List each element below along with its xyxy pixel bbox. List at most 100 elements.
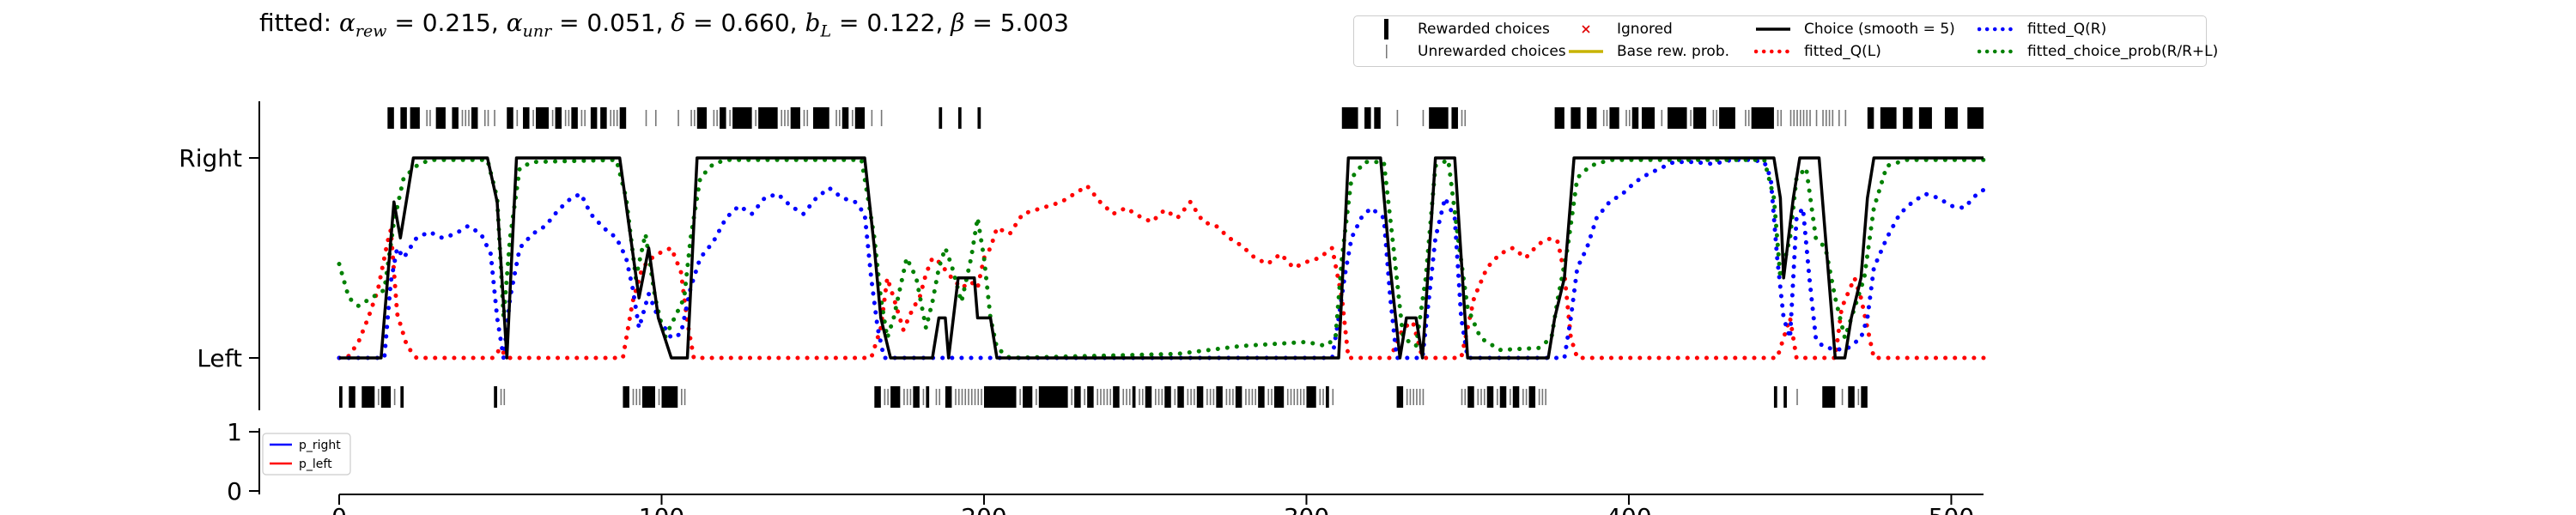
unrewarded-choice-right xyxy=(551,110,554,126)
unrewarded-choice-right xyxy=(871,110,873,126)
unrewarded-choice-right xyxy=(1802,110,1805,126)
unrewarded-choice-left xyxy=(658,389,660,405)
unrewarded-choice-right xyxy=(1716,110,1717,126)
rewarded-choice-left xyxy=(1273,386,1285,408)
rewarded-choice-right xyxy=(400,107,407,129)
rewarded-choice-right xyxy=(507,107,513,129)
unrewarded-choice-left xyxy=(1841,389,1844,405)
rewarded-choice-left xyxy=(1528,386,1536,408)
unrewarded-choice-left xyxy=(884,389,886,405)
unrewarded-choice-left xyxy=(1796,389,1798,405)
unrewarded-choice-right xyxy=(729,110,731,126)
unrewarded-choice-right xyxy=(1396,110,1399,126)
unrewarded-choice-left xyxy=(1271,389,1273,405)
unrewarded-choice-left xyxy=(1406,389,1408,405)
series-fitted-q-left xyxy=(337,184,1986,360)
unrewarded-choice-left xyxy=(1157,389,1160,405)
rewarded-choice-right xyxy=(790,107,800,129)
rewarded-choice-left xyxy=(661,386,678,408)
y-tick-label: Left xyxy=(197,344,242,373)
unrewarded-choice-left xyxy=(1319,389,1321,405)
unrewarded-choice-left xyxy=(1161,389,1163,405)
series-choice-smooth xyxy=(339,156,1984,360)
unrewarded-choice-right xyxy=(1777,110,1779,126)
unrewarded-choice-left xyxy=(1212,389,1215,405)
unrewarded-choice-right xyxy=(1822,110,1824,126)
unrewarded-choice-left xyxy=(970,389,973,405)
rewarded-choice-left xyxy=(1113,386,1120,408)
unrewarded-choice-right xyxy=(580,110,583,126)
unrewarded-choice-right xyxy=(1799,110,1801,126)
unrewarded-choice-right xyxy=(1809,110,1811,126)
unrewarded-choice-right xyxy=(803,110,805,126)
unrewarded-choice-right xyxy=(532,110,534,126)
unrewarded-choice-left xyxy=(1097,389,1099,405)
unrewarded-choice-right xyxy=(1789,110,1792,126)
unrewarded-choice-left xyxy=(1497,389,1498,405)
unrewarded-choice-left xyxy=(1174,389,1176,405)
main-plot-area: Left Right xyxy=(179,101,1986,410)
unrewarded-choice-right xyxy=(1828,110,1831,126)
rewarded-choice-right xyxy=(410,107,420,129)
unrewarded-choice-right xyxy=(1690,110,1692,126)
rewarded-choice-right xyxy=(1719,107,1735,129)
unrewarded-choice-right xyxy=(690,110,692,126)
unrewarded-choice-left xyxy=(503,389,506,405)
legend-entry: Rewarded choices xyxy=(1368,19,1550,39)
rewarded-choice-left xyxy=(1848,386,1855,408)
unrewarded-choice-left xyxy=(632,389,635,405)
rewarded-choice-right xyxy=(387,107,394,129)
rewarded-choice-right xyxy=(841,107,849,129)
rewarded-choice-left xyxy=(1177,386,1184,408)
rewarded-choice-left xyxy=(1396,386,1404,408)
unrewarded-choice-left xyxy=(1332,389,1334,405)
unrewarded-choice-right xyxy=(483,110,486,126)
unrewarded-choice-left xyxy=(1225,389,1228,405)
rewarded-choice-right xyxy=(600,107,607,129)
rewarded-choice-left xyxy=(1145,386,1152,408)
unrewarded-choice-left xyxy=(1122,389,1125,405)
unrewarded-choice-right xyxy=(1461,110,1463,126)
legend-entry: Unrewarded choices xyxy=(1368,41,1566,62)
rewarded-choice-left xyxy=(1216,386,1223,408)
rewarded-choice-right xyxy=(523,107,530,129)
sub-x-tick-label: 0 xyxy=(331,503,347,515)
unrewarded-choice-left xyxy=(1106,389,1109,405)
unrewarded-choice-right xyxy=(1747,110,1750,126)
rewarded-choice-left xyxy=(623,386,629,408)
unrewarded-choice-right xyxy=(564,110,567,126)
rewarded-choice-right xyxy=(1631,107,1639,129)
rewarded-choice-left xyxy=(339,386,343,408)
rewarded-choice-left xyxy=(1164,386,1171,408)
unrewarded-choice-left xyxy=(500,389,502,405)
unrewarded-choice-right xyxy=(694,110,696,126)
rewarded-choice-right xyxy=(939,107,943,129)
rewarded-choice-right xyxy=(1571,107,1581,129)
unrewarded-choice-right xyxy=(1844,110,1847,126)
unrewarded-choice-left xyxy=(1154,389,1157,405)
unrewarded-choice-right xyxy=(784,110,786,126)
unrewarded-choice-left xyxy=(1084,389,1085,405)
unrewarded-choice-left xyxy=(1103,389,1105,405)
unrewarded-choice-right xyxy=(677,110,679,126)
unrewarded-choice-left xyxy=(922,389,925,405)
unrewarded-choice-right xyxy=(610,110,612,126)
rewarded-choice-left xyxy=(1074,386,1081,408)
unrewarded-choice-left xyxy=(681,389,683,405)
rewarded-choice-right xyxy=(854,107,866,129)
rewarded-choice-right xyxy=(571,107,578,129)
legend-label: Choice (smooth = 5) xyxy=(1804,21,1955,38)
rewarded-choice-left xyxy=(945,386,952,408)
unrewarded-choice-left xyxy=(1522,389,1524,405)
rewarded-choice-left xyxy=(926,386,930,408)
unrewarded-choice-right xyxy=(1712,110,1715,126)
rewarded-choice-right xyxy=(1918,107,1932,129)
unrewarded-choice-left xyxy=(1322,389,1324,405)
rewarded-choice-left xyxy=(1822,386,1836,408)
y-tick-label: Right xyxy=(179,144,242,173)
unrewarded-choice-left xyxy=(1267,389,1270,405)
unrewarded-choice-left xyxy=(1232,389,1234,405)
legend-swatch-icon xyxy=(1754,49,1792,54)
unrewarded-choice-left xyxy=(1422,389,1425,405)
legend-swatch-icon xyxy=(1582,25,1590,33)
